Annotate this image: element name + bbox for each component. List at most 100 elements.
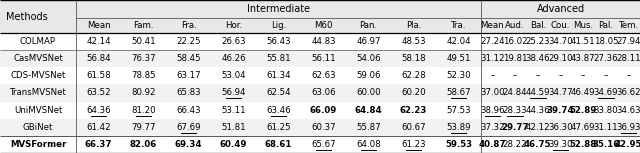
Text: 56.94: 56.94 [221, 88, 246, 97]
Bar [0, 67, 640, 84]
Text: 60.49: 60.49 [220, 140, 247, 149]
Text: 81.20: 81.20 [131, 106, 156, 115]
Text: Pan.: Pan. [360, 21, 378, 30]
Text: 65.83: 65.83 [176, 88, 201, 97]
Text: GBiNet: GBiNet [23, 123, 53, 132]
Bar [0, 18, 640, 33]
Text: 46.97: 46.97 [356, 37, 381, 46]
Text: 36.30: 36.30 [548, 123, 573, 132]
Text: 44.83: 44.83 [311, 37, 336, 46]
Text: 19.81: 19.81 [503, 54, 527, 63]
Text: 67.69: 67.69 [176, 123, 201, 132]
Text: 65.67: 65.67 [311, 140, 336, 149]
Text: 60.37: 60.37 [311, 123, 336, 132]
Text: 58.45: 58.45 [176, 54, 201, 63]
Text: 58.18: 58.18 [401, 54, 426, 63]
Text: 34.70: 34.70 [548, 37, 573, 46]
Text: Cou.: Cou. [551, 21, 570, 30]
Text: 50.41: 50.41 [131, 37, 156, 46]
Text: 22.25: 22.25 [176, 37, 201, 46]
Text: Hor.: Hor. [225, 21, 242, 30]
Text: MVSFormer: MVSFormer [10, 140, 66, 149]
Text: 26.63: 26.63 [221, 37, 246, 46]
Text: 63.52: 63.52 [86, 88, 111, 97]
Text: 42.95: 42.95 [615, 140, 640, 149]
Text: Pla.: Pla. [406, 21, 421, 30]
Text: 62.28: 62.28 [401, 71, 426, 80]
Text: 80.92: 80.92 [131, 88, 156, 97]
Text: 61.23: 61.23 [401, 140, 426, 149]
Text: 51.81: 51.81 [221, 123, 246, 132]
Text: 62.23: 62.23 [400, 106, 427, 115]
Text: 31.12: 31.12 [480, 54, 505, 63]
Bar [0, 84, 640, 102]
Text: 55.87: 55.87 [356, 123, 381, 132]
Text: 27.94: 27.94 [616, 37, 640, 46]
Text: 34.77: 34.77 [548, 88, 573, 97]
Bar [0, 136, 640, 153]
Text: Bal.: Bal. [530, 21, 546, 30]
Text: 53.89: 53.89 [446, 123, 471, 132]
Text: 66.09: 66.09 [310, 106, 337, 115]
Bar [0, 102, 640, 119]
Text: 41.51: 41.51 [571, 37, 596, 46]
Text: 58.67: 58.67 [446, 88, 471, 97]
Text: 24.84: 24.84 [503, 88, 527, 97]
Bar [0, 33, 640, 50]
Text: 42.14: 42.14 [86, 37, 111, 46]
Text: 64.84: 64.84 [355, 106, 382, 115]
Text: Tra.: Tra. [451, 21, 466, 30]
Text: Aud.: Aud. [506, 21, 525, 30]
Text: 44.36: 44.36 [525, 106, 550, 115]
Text: 52.30: 52.30 [446, 71, 471, 80]
Text: 62.63: 62.63 [311, 71, 336, 80]
Text: 44.59: 44.59 [525, 88, 550, 97]
Text: 33.80: 33.80 [594, 106, 618, 115]
Text: 18.05: 18.05 [594, 37, 618, 46]
Text: 53.04: 53.04 [221, 71, 246, 80]
Text: –: – [581, 71, 586, 80]
Text: Intermediate: Intermediate [247, 4, 310, 14]
Text: 64.36: 64.36 [86, 106, 111, 115]
Text: 46.26: 46.26 [221, 54, 246, 63]
Text: 68.61: 68.61 [265, 140, 292, 149]
Text: 60.00: 60.00 [356, 88, 381, 97]
Text: 53.11: 53.11 [221, 106, 246, 115]
Text: COLMAP: COLMAP [20, 37, 56, 46]
Text: 61.42: 61.42 [86, 123, 111, 132]
Text: 39.30: 39.30 [548, 140, 573, 149]
Text: 76.37: 76.37 [131, 54, 156, 63]
Text: 28.22: 28.22 [503, 140, 527, 149]
Text: M60: M60 [314, 21, 333, 30]
Text: Lig.: Lig. [271, 21, 286, 30]
Text: 48.53: 48.53 [401, 37, 426, 46]
Text: 34.69: 34.69 [594, 88, 618, 97]
Text: 36.62: 36.62 [616, 88, 640, 97]
Text: –: – [490, 71, 495, 80]
Text: CDS-MVSNet: CDS-MVSNet [10, 71, 66, 80]
Text: 56.11: 56.11 [311, 54, 336, 63]
Text: 59.06: 59.06 [356, 71, 381, 80]
Text: 38.96: 38.96 [480, 106, 504, 115]
Text: 34.63: 34.63 [616, 106, 640, 115]
Text: –: – [536, 71, 540, 80]
Text: Fra.: Fra. [180, 21, 196, 30]
Text: 52.89: 52.89 [570, 106, 597, 115]
Text: 25.23: 25.23 [525, 37, 550, 46]
Text: 69.34: 69.34 [175, 140, 202, 149]
Text: 78.85: 78.85 [131, 71, 156, 80]
Text: 57.53: 57.53 [446, 106, 471, 115]
Text: 36.93: 36.93 [616, 123, 640, 132]
Text: 29.77: 29.77 [501, 123, 529, 132]
Text: 64.08: 64.08 [356, 140, 381, 149]
Text: Fam.: Fam. [133, 21, 154, 30]
Text: –: – [558, 71, 563, 80]
Text: 39.74: 39.74 [547, 106, 574, 115]
Text: 59.53: 59.53 [445, 140, 472, 149]
Bar [0, 0, 640, 18]
Text: 61.58: 61.58 [86, 71, 111, 80]
Text: –: – [627, 71, 631, 80]
Text: Mus.: Mus. [573, 21, 593, 30]
Text: 31.11: 31.11 [594, 123, 618, 132]
Text: UniMVSNet: UniMVSNet [14, 106, 62, 115]
